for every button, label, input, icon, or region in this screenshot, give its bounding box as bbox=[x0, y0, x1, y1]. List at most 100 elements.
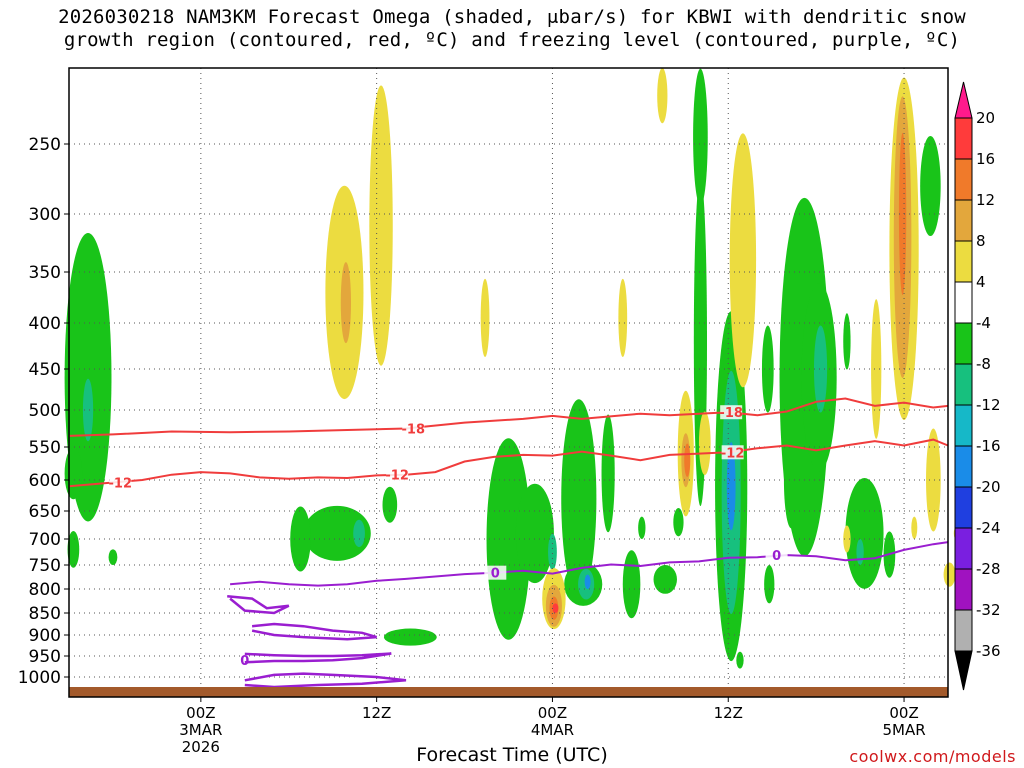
y-tick-label-550: 550 bbox=[29, 438, 61, 458]
freezing-level-label-bg-1 bbox=[765, 548, 788, 563]
x-tick-date-0: 3MAR bbox=[179, 721, 222, 739]
dgz-bottom-label-bg-2 bbox=[721, 445, 744, 460]
omega-cell-20 bbox=[638, 516, 646, 539]
y-axis: 2503003504004505005506006507007508008509… bbox=[18, 135, 69, 688]
omega-cell-11 bbox=[515, 483, 554, 584]
surface-terrain bbox=[69, 687, 948, 697]
chart-title-line-1: 2026030218 NAM3KM Forecast Omega (shaded… bbox=[58, 6, 966, 28]
x-tick-label-3: 12Z bbox=[714, 704, 743, 722]
freezing-level-contour bbox=[230, 541, 949, 587]
omega-cell-59 bbox=[871, 299, 882, 439]
y-tick-label-350: 350 bbox=[29, 263, 61, 283]
colorbar-band-6 bbox=[954, 322, 973, 365]
freezing-level-squiggle-0 bbox=[227, 594, 290, 615]
y-tick-label-900: 900 bbox=[29, 626, 61, 646]
omega-cell-64 bbox=[657, 68, 668, 124]
omega-cell-54 bbox=[729, 133, 757, 388]
dgz-bottom-label-1: -12 bbox=[385, 469, 409, 484]
colorbar-label--12: -12 bbox=[976, 396, 1001, 414]
colorbar-label--4: -4 bbox=[976, 314, 991, 332]
x-tick-label-1: 12Z bbox=[362, 704, 391, 722]
omega-cell-8 bbox=[382, 486, 398, 523]
colorbar-label-16: 16 bbox=[976, 150, 995, 168]
y-tick-label-300: 300 bbox=[29, 205, 61, 225]
freezing-level-label-bg-0 bbox=[484, 565, 507, 580]
omega-cell-2 bbox=[64, 447, 83, 500]
y-tick-label-450: 450 bbox=[29, 360, 61, 380]
dgz-top-label-1: -18 bbox=[719, 406, 743, 421]
omega-cell-16 bbox=[584, 574, 591, 589]
omega-cell-9 bbox=[383, 628, 437, 646]
colorbar-band-4 bbox=[954, 240, 973, 283]
dgz-top-label-bg-1 bbox=[720, 405, 743, 420]
chart-title: 2026030218 NAM3KM Forecast Omega (shaded… bbox=[0, 6, 1024, 52]
dgz-bottom-contour bbox=[68, 438, 949, 488]
x-tick-date-4: 5MAR bbox=[882, 721, 925, 739]
freezing-level-squiggle-1 bbox=[251, 622, 377, 641]
omega-cell-33 bbox=[843, 313, 851, 370]
colorbar-label-8: 8 bbox=[976, 232, 986, 250]
omega-cell-25 bbox=[736, 651, 744, 669]
omega-cell-49 bbox=[618, 278, 628, 357]
omega-cell-52 bbox=[684, 443, 691, 477]
omega-cell-38 bbox=[764, 565, 775, 604]
omega-cell-6 bbox=[353, 519, 365, 548]
colorbar-band-7 bbox=[954, 363, 973, 406]
y-tick-label-500: 500 bbox=[29, 401, 61, 421]
freezing-level-label-low: 0 bbox=[240, 654, 249, 669]
omega-cell-3 bbox=[67, 531, 80, 568]
omega-cell-44 bbox=[480, 278, 490, 357]
x-tick-label-2: 00Z bbox=[538, 704, 567, 722]
omega-cell-48 bbox=[552, 603, 559, 613]
omega-cell-24 bbox=[726, 442, 736, 531]
colorbar-label--28: -28 bbox=[976, 560, 1001, 578]
omega-cell-32 bbox=[813, 325, 828, 413]
colorbar-band-9 bbox=[954, 445, 973, 488]
freezing-level-squiggle-3 bbox=[244, 672, 407, 689]
plot-frame bbox=[68, 67, 949, 698]
omega-cell-63 bbox=[911, 516, 918, 539]
dgz-top-label-0: -18 bbox=[402, 423, 426, 438]
colorbar-label-20: 20 bbox=[976, 109, 995, 127]
colorbar-label--20: -20 bbox=[976, 478, 1001, 496]
omega-cell-4 bbox=[108, 549, 118, 565]
y-tick-label-850: 850 bbox=[29, 604, 61, 624]
x-tick-label-4: 00Z bbox=[889, 704, 918, 722]
dgz-bottom-label-bg-0 bbox=[109, 475, 132, 490]
omega-cell-43 bbox=[369, 85, 393, 366]
chart-title-line-2: growth region (contoured, red, ºC) and f… bbox=[63, 29, 961, 51]
colorbar-label--16: -16 bbox=[976, 437, 1001, 455]
colorbar-band-10 bbox=[954, 486, 973, 529]
colorbar-label-4: 4 bbox=[976, 273, 986, 291]
colorbar-label--32: -32 bbox=[976, 601, 1001, 619]
dgz-bottom-label-bg-1 bbox=[386, 467, 409, 482]
omega-cell-19 bbox=[653, 565, 677, 594]
y-tick-label-250: 250 bbox=[29, 135, 61, 155]
omega-cell-27 bbox=[761, 325, 774, 413]
x-axis-label: Forecast Time (UTC) bbox=[416, 744, 608, 766]
y-tick-label-1000: 1000 bbox=[18, 668, 61, 688]
colorbar-label-12: 12 bbox=[976, 191, 995, 209]
y-tick-label-600: 600 bbox=[29, 471, 61, 491]
y-tick-label-800: 800 bbox=[29, 580, 61, 600]
x-tick-year-0: 2026 bbox=[182, 738, 220, 756]
omega-cell-12 bbox=[561, 399, 597, 598]
omega-cell-34 bbox=[845, 478, 884, 589]
freezing-level-label-1: 0 bbox=[772, 549, 781, 564]
dgz-top-contour bbox=[68, 397, 949, 437]
colorbar-band-2 bbox=[954, 158, 973, 201]
colorbar-band-5 bbox=[954, 281, 973, 324]
colorbar-bottom-arrow bbox=[954, 650, 973, 691]
omega-cell-53 bbox=[698, 411, 711, 475]
freezing-level-label-0: 0 bbox=[491, 567, 500, 582]
omega-cell-42 bbox=[340, 262, 352, 344]
omega-cell-39 bbox=[693, 68, 708, 206]
x-tick-label-0: 00Z bbox=[186, 704, 215, 722]
colorbar-label--8: -8 bbox=[976, 355, 991, 373]
omega-cell-5 bbox=[303, 505, 371, 561]
omega-cell-21 bbox=[673, 508, 684, 537]
colorbar: 20 16 12 8 4 -4 -8 -12 -16 -20 -24 -28 -32 -36 bbox=[954, 81, 1001, 691]
colorbar-label--24: -24 bbox=[976, 519, 1001, 537]
